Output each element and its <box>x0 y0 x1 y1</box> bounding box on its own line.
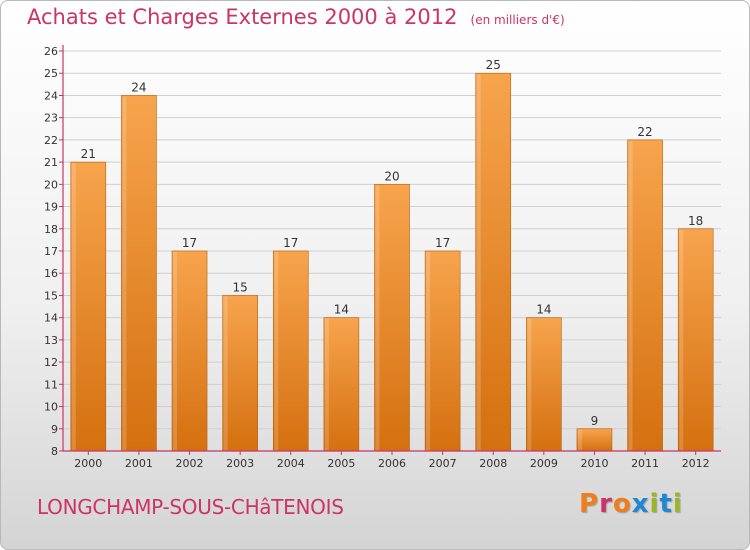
data-label: 14 <box>536 303 551 317</box>
y-tick-label: 13 <box>44 334 58 347</box>
y-tick-label: 21 <box>44 156 58 169</box>
logo-letter: P <box>579 489 600 519</box>
y-tick-label: 24 <box>44 89 58 102</box>
y-tick-label: 26 <box>44 45 58 58</box>
logo-letter: r <box>599 489 613 519</box>
x-tick-label: 2005 <box>327 457 355 470</box>
x-tick-label: 2008 <box>479 457 507 470</box>
bar-2000 <box>70 161 107 452</box>
y-tick-label: 22 <box>44 134 58 147</box>
y-tick-label: 16 <box>44 267 58 280</box>
title-row: Achats et Charges Externes 2000 à 2012 (… <box>27 5 565 29</box>
bar-2011 <box>627 139 663 452</box>
data-label: 17 <box>283 236 298 250</box>
bar-highlight <box>679 229 684 451</box>
x-tick-label: 2001 <box>125 457 153 470</box>
x-tick-label: 2000 <box>74 457 102 470</box>
bar-highlight <box>476 74 481 451</box>
bar-2001 <box>121 95 157 452</box>
bar-2012 <box>677 228 714 452</box>
data-label: 18 <box>688 214 703 228</box>
bar-highlight <box>173 252 178 451</box>
y-tick-label: 11 <box>44 378 58 391</box>
logo-letter: o <box>612 489 632 519</box>
data-label: 20 <box>384 169 399 183</box>
x-tick-label: 2006 <box>378 457 406 470</box>
bar-highlight <box>628 140 633 451</box>
bar-highlight <box>223 296 228 451</box>
x-tick-label: 2003 <box>226 457 254 470</box>
data-label: 15 <box>233 280 248 294</box>
x-tick-label: 2010 <box>580 457 608 470</box>
y-tick-label: 9 <box>51 423 58 436</box>
y-tick-label: 19 <box>44 201 58 214</box>
logo-letter: x <box>631 489 650 519</box>
data-label: 9 <box>591 414 599 428</box>
bar-2009 <box>526 317 562 452</box>
bar-highlight <box>375 185 380 452</box>
bar-highlight <box>122 96 127 451</box>
bar-2002 <box>171 250 208 452</box>
y-tick-label: 12 <box>44 356 58 369</box>
labels: 8 9 10 11 12 13 14 15 16 17 18 19 20 21 22 23 24 25 26 21 20… <box>44 45 710 470</box>
x-tick-label: 2009 <box>530 457 558 470</box>
x-tick-label: 2011 <box>631 457 659 470</box>
data-label: 17 <box>182 236 197 250</box>
axes <box>59 45 721 455</box>
data-label: 25 <box>486 58 501 72</box>
x-tick-label: 2004 <box>277 457 305 470</box>
bar-highlight <box>71 163 76 451</box>
logo-letter: i <box>672 489 683 519</box>
proxiti-logo: Proxiti <box>579 489 683 519</box>
y-tick-label: 15 <box>44 289 58 302</box>
data-label: 22 <box>637 125 652 139</box>
bar-highlight <box>527 318 532 451</box>
bar-2003 <box>222 295 258 452</box>
data-label: 14 <box>334 303 349 317</box>
logo-letter: i <box>649 489 660 519</box>
y-tick-label: 17 <box>44 245 58 258</box>
commune-name: LONGCHAMP-SOUS-CHâTENOIS <box>37 495 344 519</box>
bar-2005 <box>323 317 360 452</box>
bar-2006 <box>374 184 410 452</box>
bar-highlight <box>274 252 279 451</box>
y-tick-label: 18 <box>44 223 58 236</box>
data-label: 24 <box>131 80 146 94</box>
bars <box>70 72 714 452</box>
x-tick-label: 2002 <box>176 457 204 470</box>
bar-highlight <box>426 252 431 451</box>
bar-highlight <box>577 429 582 451</box>
x-tick-label: 2007 <box>429 457 457 470</box>
y-tick-label: 10 <box>44 401 58 414</box>
y-tick-label: 8 <box>51 445 58 458</box>
y-tick-label: 14 <box>44 312 58 325</box>
bar-2004 <box>272 250 309 452</box>
chart-subtitle: (en milliers d'€) <box>470 13 565 27</box>
y-tick-label: 20 <box>44 178 58 191</box>
y-tick-label: 25 <box>44 67 58 80</box>
bar-highlight <box>324 318 329 451</box>
chart-title: Achats et Charges Externes 2000 à 2012 <box>27 5 458 29</box>
logo-letter: t <box>659 489 673 519</box>
bar-2008 <box>475 72 512 452</box>
data-label: 17 <box>435 236 450 250</box>
bar-2010 <box>576 428 613 452</box>
y-tick-label: 23 <box>44 112 58 125</box>
data-label: 21 <box>81 147 96 161</box>
bar-2007 <box>424 250 461 452</box>
x-tick-label: 2012 <box>682 457 710 470</box>
